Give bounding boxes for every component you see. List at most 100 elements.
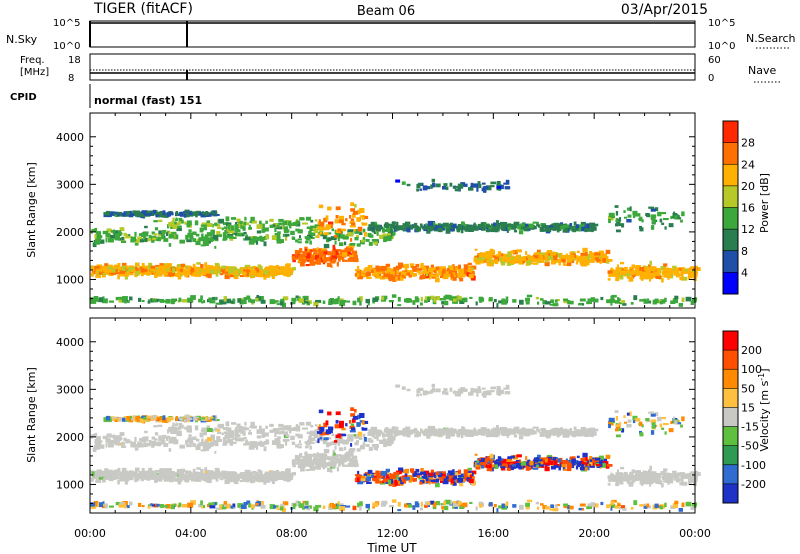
power-cell <box>143 211 147 215</box>
power-cell <box>355 272 360 278</box>
power-cell <box>202 240 207 245</box>
power-cell <box>650 214 657 218</box>
power-cell <box>563 298 569 302</box>
velocity-cell <box>415 468 420 473</box>
velocity-cell <box>228 475 234 479</box>
power-cell <box>128 214 134 218</box>
velocity-cell <box>408 479 412 483</box>
velocity-cell <box>684 473 690 479</box>
power-cell <box>211 231 215 234</box>
velocity-cell <box>102 477 106 481</box>
velocity-cell <box>338 447 344 452</box>
power-cell <box>486 261 493 267</box>
velocity-cell <box>498 456 502 460</box>
power-cell <box>133 212 138 217</box>
power-cell <box>352 210 358 215</box>
velocity-cell <box>323 459 326 465</box>
power-cell <box>223 298 229 302</box>
velocity-cell <box>609 478 614 481</box>
power-cell <box>316 226 323 229</box>
power-cell <box>483 189 487 193</box>
power-cell <box>325 215 329 221</box>
velocity-cell <box>359 420 364 423</box>
power-ylabel: Slant Range [km] <box>25 162 38 258</box>
power-cell <box>347 229 354 234</box>
velocity-cell <box>587 463 590 466</box>
velocity-cell <box>117 479 120 485</box>
power-cell <box>216 233 222 238</box>
power-cell <box>382 227 385 233</box>
power-cell <box>141 232 146 237</box>
velocity-cell <box>632 481 635 484</box>
power-cell <box>498 300 502 304</box>
velocity-cell <box>433 475 437 478</box>
velocity-cell <box>292 464 296 468</box>
velocity-cell <box>387 479 392 485</box>
power-cell <box>424 299 428 303</box>
power-cell <box>675 217 682 220</box>
power-cell <box>322 234 327 240</box>
velocity-cell <box>544 466 550 472</box>
velocity-cell <box>335 455 339 460</box>
power-cell <box>361 239 365 243</box>
velocity-cell <box>571 459 575 465</box>
power-cell <box>501 225 506 231</box>
power-cell <box>235 232 240 237</box>
power-cell <box>567 300 570 305</box>
velocity-cell <box>515 462 521 468</box>
power-cell <box>592 256 595 261</box>
velocity-cell <box>230 430 235 436</box>
power-cell <box>330 223 333 229</box>
power-cell <box>210 265 213 268</box>
velocity-cell <box>458 469 461 474</box>
power-cell <box>274 232 281 238</box>
velocity-cell <box>287 475 291 480</box>
power-cell <box>342 236 349 240</box>
power-cell <box>356 217 361 222</box>
power-cell <box>206 232 213 237</box>
velocity-cell <box>361 427 368 431</box>
power-cell <box>661 278 664 283</box>
velocity-cell <box>349 459 354 463</box>
velocity-cell <box>121 441 124 446</box>
velocity-cell <box>646 476 651 480</box>
power-cell <box>396 221 399 226</box>
power-cell <box>401 181 406 185</box>
velocity-cell <box>346 451 350 456</box>
power-cell <box>339 215 344 221</box>
power-cell <box>142 268 148 273</box>
power-cell <box>526 294 533 298</box>
power-cell <box>538 259 544 262</box>
power-cell <box>123 269 128 272</box>
power-cell <box>99 239 105 244</box>
power-cell <box>554 299 558 303</box>
power-cell <box>308 300 312 304</box>
power-cell <box>488 297 493 302</box>
power-cell <box>632 215 636 219</box>
velocity-cell <box>360 478 366 482</box>
velocity-cell <box>111 435 114 438</box>
power-cell <box>379 234 384 239</box>
power-cell <box>308 256 315 261</box>
power-cell <box>687 268 690 271</box>
power-cell <box>544 253 549 258</box>
velocity-cell <box>115 473 118 479</box>
velocity-cell <box>582 452 588 458</box>
power-cell <box>433 270 437 273</box>
power-cell <box>575 260 579 265</box>
velocity-cell <box>350 413 356 417</box>
velocity-cell <box>222 443 227 446</box>
power-cell <box>674 295 679 300</box>
power-cell <box>425 273 429 277</box>
power-cell <box>210 211 213 214</box>
velocity-cell <box>274 475 277 478</box>
power-cell <box>228 235 234 239</box>
velocity-cell <box>323 422 328 428</box>
power-cell <box>557 253 562 258</box>
velocity-cell <box>123 474 128 477</box>
power-cell <box>556 229 560 233</box>
power-cell <box>623 210 626 213</box>
power-cell <box>591 258 594 262</box>
velocity-cell <box>172 422 175 426</box>
